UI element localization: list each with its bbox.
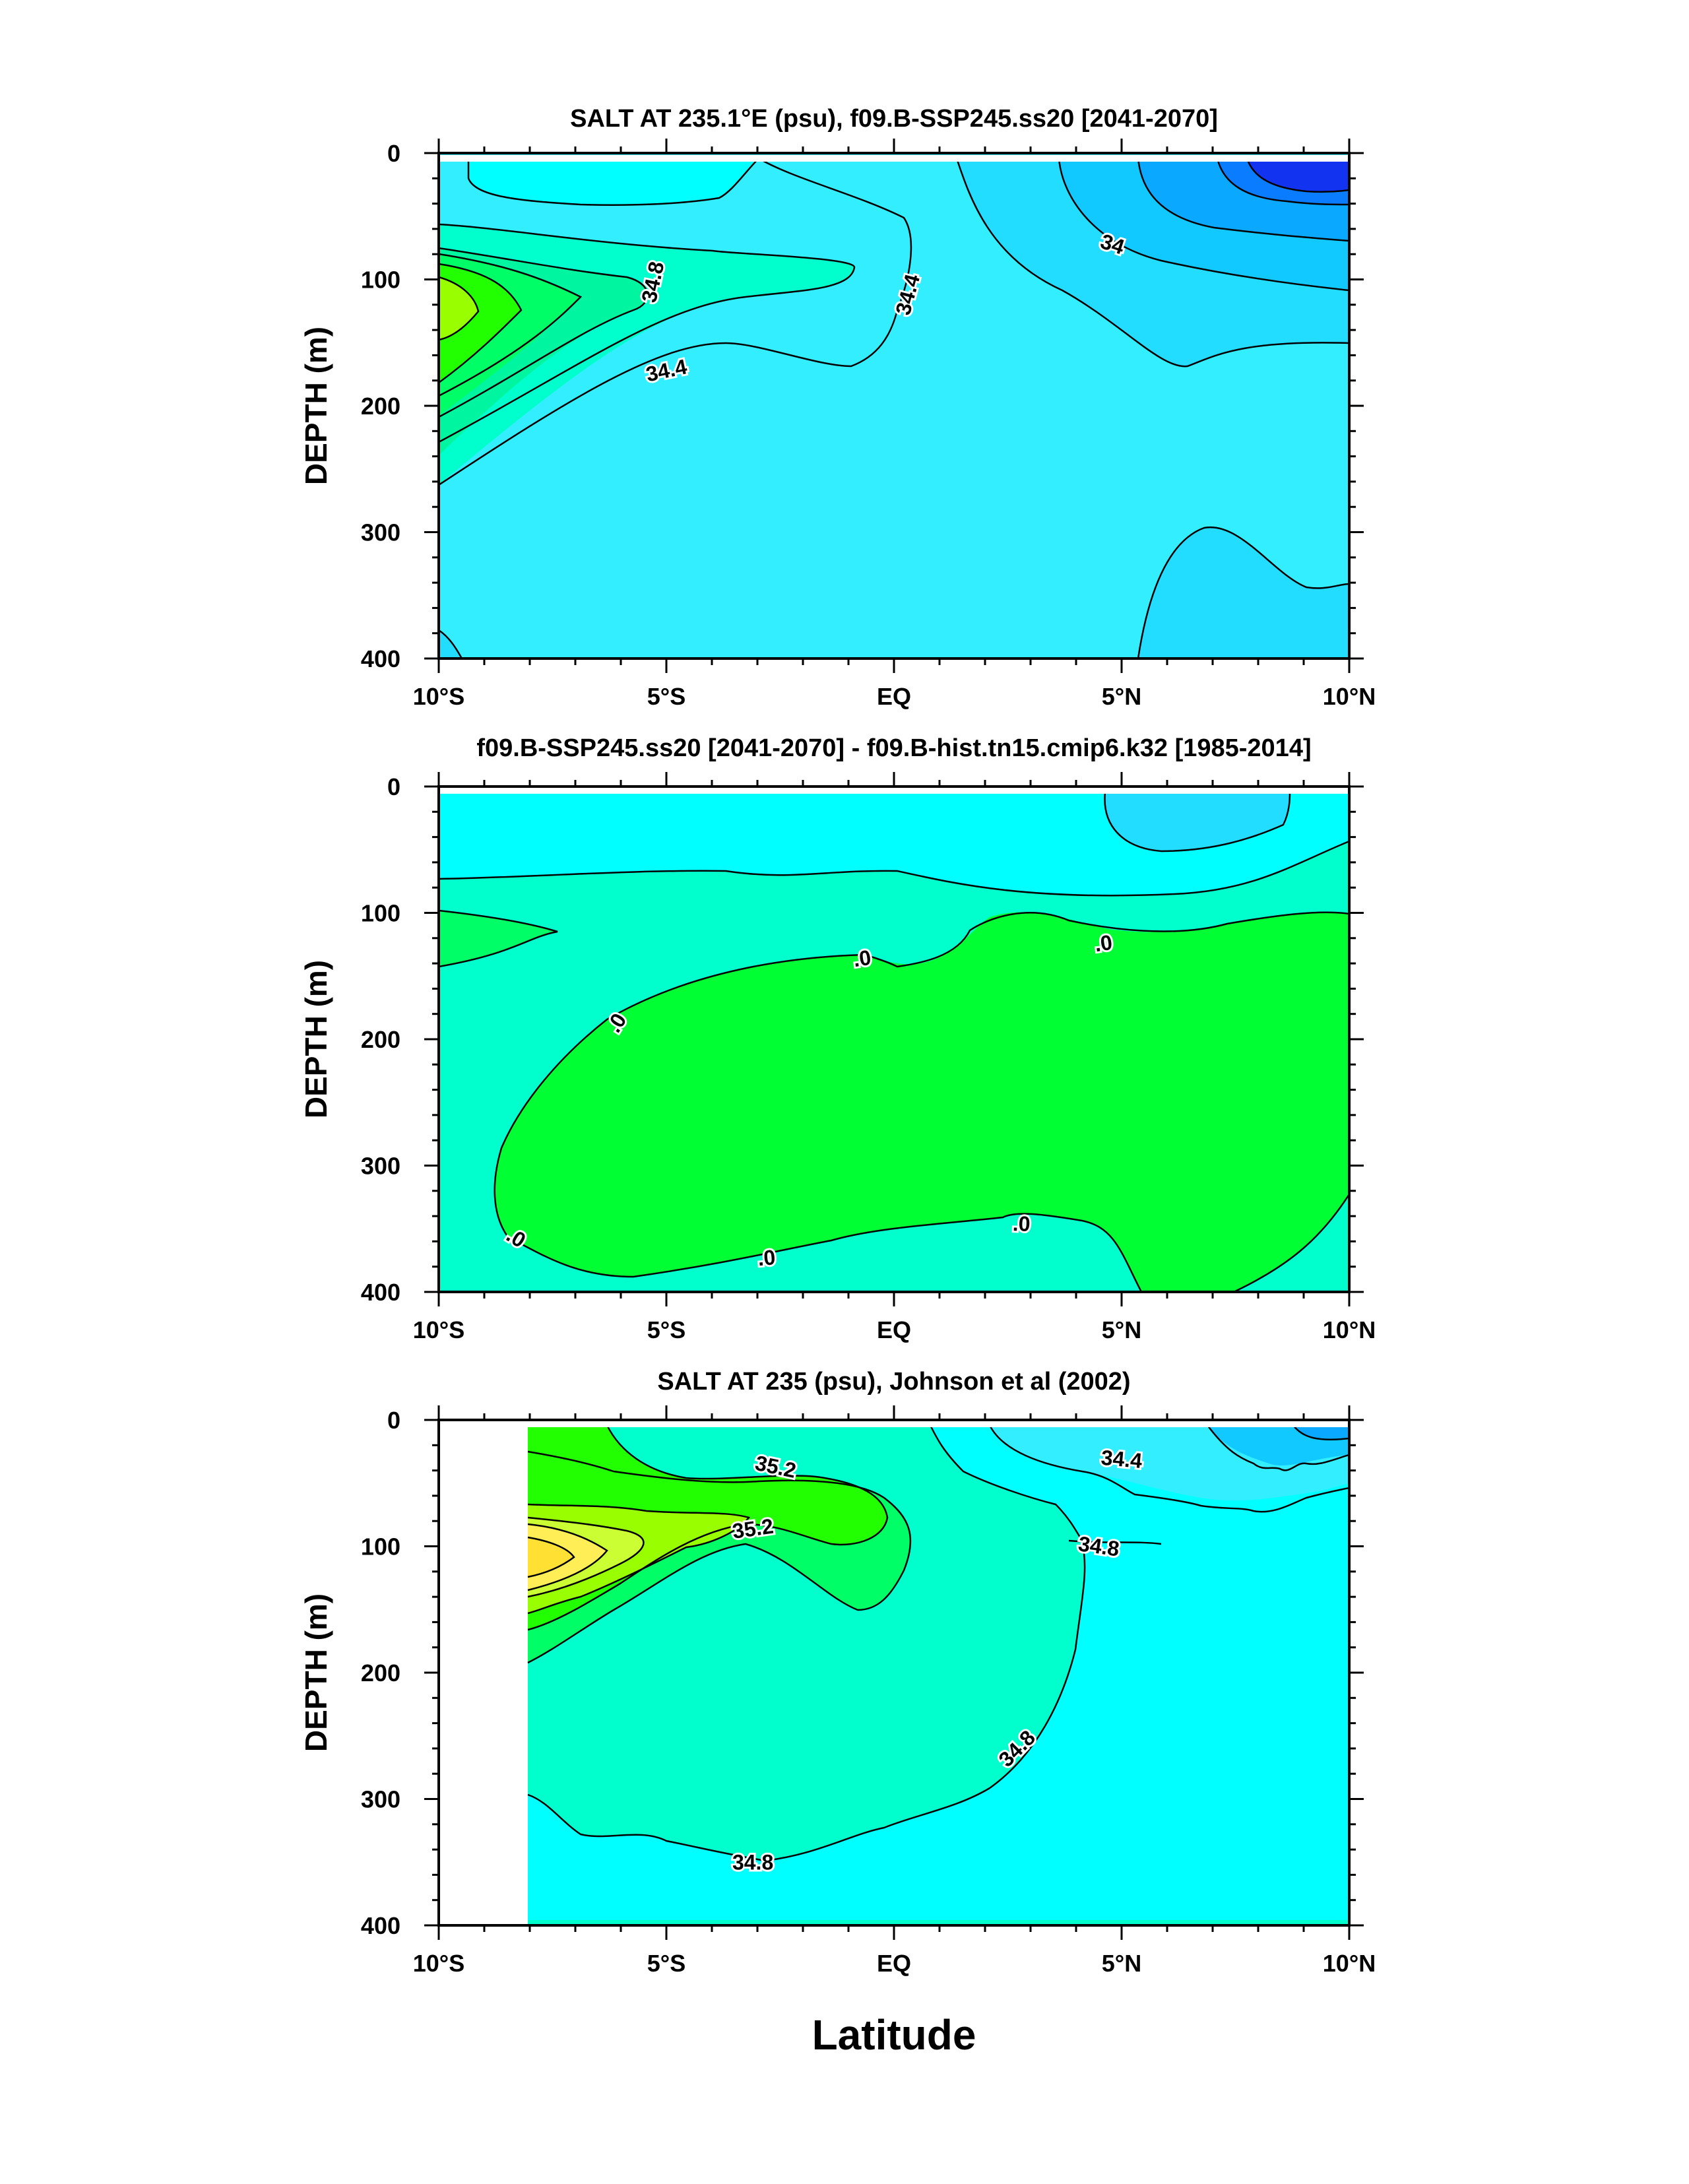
x-tick-label: 10°S bbox=[413, 1316, 464, 1343]
p2-contour bbox=[1233, 1194, 1349, 1292]
x-tick-label: EQ bbox=[877, 1950, 911, 1977]
y-tick-label: 200 bbox=[361, 1659, 400, 1686]
p1-contour bbox=[1216, 158, 1349, 206]
x-axis-title: Latitude bbox=[812, 2011, 976, 2059]
p1-contour bbox=[467, 158, 759, 206]
x-tick-label: 10°N bbox=[1323, 1316, 1376, 1343]
p2-contour bbox=[494, 911, 1349, 1292]
x-tick-label: 5°S bbox=[647, 683, 685, 710]
contour-label: .0 bbox=[755, 1243, 779, 1272]
x-tick-label: EQ bbox=[877, 1316, 911, 1343]
panel-3-field bbox=[439, 1420, 1349, 1925]
p1-contour bbox=[439, 263, 523, 384]
p1-region-corner bbox=[439, 630, 462, 658]
panel-2-ylabel: DEPTH (m) bbox=[299, 960, 333, 1118]
p1-contour bbox=[439, 157, 912, 486]
p3-region-nodata bbox=[439, 1420, 528, 1925]
contour-label: 35.2 bbox=[751, 1449, 800, 1485]
x-tick-label: 5°N bbox=[1102, 1316, 1141, 1343]
panel-1-title: SALT AT 235.1°E (psu), f09.B-SSP245.ss20… bbox=[570, 105, 1218, 133]
contour-label-text: 35.2 bbox=[753, 1451, 798, 1483]
panel-2-ticks: 10°S 5°S EQ 5°N 10°N0100200300400.0.0.0.0.0.… bbox=[361, 772, 1376, 1343]
y-tick-label: 300 bbox=[361, 519, 400, 546]
p2-contour bbox=[439, 909, 558, 968]
panel-1-field bbox=[439, 153, 1349, 658]
p3-contour bbox=[527, 1450, 912, 1664]
p1-region-salty-core bbox=[439, 277, 478, 340]
p1-contour bbox=[1246, 158, 1349, 193]
x-tick-label: 5°N bbox=[1102, 1950, 1141, 1977]
x-tick-label: 5°S bbox=[647, 1950, 685, 1977]
y-tick-label: 0 bbox=[387, 140, 400, 167]
y-tick-label: 0 bbox=[387, 1407, 400, 1434]
p3-contour bbox=[527, 1425, 1086, 1862]
panel-3-ylabel: DEPTH (m) bbox=[299, 1593, 333, 1752]
p3-contour bbox=[1207, 1425, 1349, 1471]
p3-region-deep bbox=[528, 1425, 1349, 1920]
panel-1: SALT AT 235.1°E (psu), f09.B-SSP245.ss20… bbox=[299, 105, 1376, 710]
y-tick-label: 100 bbox=[361, 900, 400, 927]
y-tick-label: 100 bbox=[361, 1533, 400, 1560]
y-tick-label: 300 bbox=[361, 1153, 400, 1180]
panel-2-field bbox=[439, 787, 1349, 1292]
contour-label: 34.8 bbox=[730, 1848, 775, 1876]
p3-contour bbox=[606, 1425, 889, 1546]
p2-region-positive bbox=[494, 912, 1349, 1292]
p1-contour bbox=[1137, 158, 1349, 242]
y-tick-label: 400 bbox=[361, 1279, 400, 1306]
contour-label: .0 bbox=[1010, 1209, 1033, 1238]
contour-label-text: 34.4 bbox=[1100, 1446, 1143, 1473]
x-tick-label: 10°S bbox=[413, 683, 464, 710]
p1-region-deep-blob bbox=[1138, 527, 1349, 658]
y-tick-label: 0 bbox=[387, 773, 400, 800]
p1-contour bbox=[439, 223, 856, 443]
x-tick-label: 10°S bbox=[413, 1950, 464, 1977]
contour-label-text: 34.8 bbox=[732, 1850, 773, 1874]
contour-label: 34.4 bbox=[1098, 1444, 1145, 1475]
p3-contour bbox=[527, 1536, 575, 1578]
x-tick-label: 10°N bbox=[1323, 1950, 1376, 1977]
x-tick-label: EQ bbox=[877, 683, 911, 710]
p3-contour bbox=[527, 1523, 608, 1591]
y-tick-label: 300 bbox=[361, 1786, 400, 1813]
x-tick-label: 5°S bbox=[647, 1316, 685, 1343]
panel-1-ylabel: DEPTH (m) bbox=[299, 327, 333, 485]
panel-3: SALT AT 235 (psu), Johnson et al (2002) bbox=[299, 1368, 1376, 1977]
p3-region-fresh-ne-3 bbox=[1293, 1425, 1349, 1440]
p3-contour bbox=[988, 1425, 1349, 1513]
p1-contour bbox=[439, 253, 583, 397]
panel-2: f09.B-SSP245.ss20 [2041-2070] - f09.B-hi… bbox=[299, 734, 1376, 1343]
p1-contour bbox=[439, 629, 463, 658]
p3-contour bbox=[527, 1523, 832, 1631]
p1-region-cyan-top bbox=[468, 158, 759, 205]
x-tick-label: 10°N bbox=[1323, 683, 1376, 710]
contour-label-text: .0 bbox=[852, 946, 872, 971]
y-tick-label: 200 bbox=[361, 393, 400, 420]
p3-contour bbox=[527, 1516, 645, 1598]
p1-contour bbox=[439, 247, 649, 418]
x-tick-label: 5°N bbox=[1102, 683, 1141, 710]
p3-contour bbox=[527, 1503, 751, 1615]
contour-label-text: .0 bbox=[757, 1245, 777, 1270]
p3-contour bbox=[1068, 1539, 1162, 1545]
contour-label-text: .0 bbox=[1093, 930, 1114, 956]
panel-2-title: f09.B-SSP245.ss20 [2041-2070] - f09.B-hi… bbox=[476, 734, 1311, 762]
p1-contour bbox=[955, 158, 1349, 368]
y-tick-label: 100 bbox=[361, 267, 400, 294]
p2-contour bbox=[1104, 791, 1291, 852]
p2-region-top-pocket bbox=[1104, 792, 1290, 851]
y-tick-label: 400 bbox=[361, 645, 400, 672]
p3-region-gold bbox=[528, 1537, 574, 1577]
contour-label-text: .0 bbox=[1012, 1211, 1031, 1236]
p1-contour bbox=[439, 276, 480, 341]
y-tick-label: 200 bbox=[361, 1026, 400, 1053]
p3-contour bbox=[1292, 1425, 1349, 1441]
panel-3-title: SALT AT 235 (psu), Johnson et al (2002) bbox=[657, 1368, 1130, 1396]
p1-contour bbox=[1137, 526, 1349, 658]
p1-contour bbox=[1058, 158, 1349, 292]
y-tick-label: 400 bbox=[361, 1912, 400, 1939]
p2-contour bbox=[439, 840, 1349, 897]
